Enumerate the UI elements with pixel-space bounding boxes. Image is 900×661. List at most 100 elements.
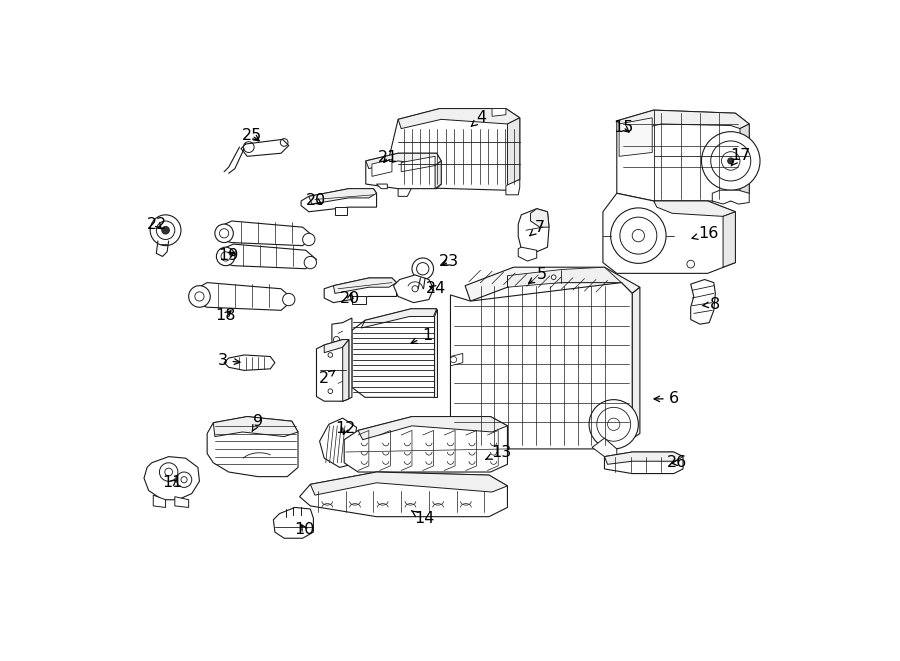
Text: 20: 20 <box>340 292 361 306</box>
Circle shape <box>328 389 333 393</box>
Polygon shape <box>213 416 298 437</box>
Polygon shape <box>175 496 189 508</box>
Polygon shape <box>518 209 549 252</box>
Circle shape <box>165 468 173 476</box>
Circle shape <box>220 229 229 238</box>
Text: 17: 17 <box>730 148 751 166</box>
Polygon shape <box>608 288 640 449</box>
Polygon shape <box>384 108 520 190</box>
Polygon shape <box>365 153 441 188</box>
Text: 5: 5 <box>528 266 547 284</box>
Circle shape <box>304 256 317 269</box>
Polygon shape <box>508 118 520 186</box>
Text: 19: 19 <box>218 248 238 263</box>
Text: 4: 4 <box>472 110 486 126</box>
Polygon shape <box>343 340 349 401</box>
Text: 26: 26 <box>667 455 687 470</box>
Polygon shape <box>530 209 549 227</box>
Text: 9: 9 <box>252 414 263 432</box>
Circle shape <box>597 407 631 442</box>
Polygon shape <box>518 247 536 261</box>
Circle shape <box>302 233 315 246</box>
Text: 8: 8 <box>703 297 720 311</box>
Circle shape <box>412 258 434 280</box>
Circle shape <box>701 132 760 190</box>
Polygon shape <box>723 212 735 267</box>
Circle shape <box>722 152 740 170</box>
Polygon shape <box>492 108 506 116</box>
Polygon shape <box>332 318 352 401</box>
Circle shape <box>176 472 192 487</box>
Polygon shape <box>434 309 436 397</box>
Polygon shape <box>194 283 293 310</box>
Circle shape <box>150 215 181 246</box>
Polygon shape <box>335 207 347 215</box>
Text: 11: 11 <box>162 475 183 490</box>
Circle shape <box>215 224 233 243</box>
Polygon shape <box>300 472 508 517</box>
Circle shape <box>216 247 235 266</box>
Text: 23: 23 <box>439 254 459 269</box>
Circle shape <box>333 336 339 342</box>
Circle shape <box>728 158 733 164</box>
Text: 6: 6 <box>654 391 679 407</box>
Polygon shape <box>361 309 436 328</box>
Circle shape <box>620 217 657 254</box>
Polygon shape <box>309 188 376 204</box>
Circle shape <box>221 252 230 261</box>
Polygon shape <box>153 495 166 508</box>
Polygon shape <box>740 124 749 198</box>
Polygon shape <box>508 267 621 288</box>
Polygon shape <box>372 159 392 176</box>
Polygon shape <box>320 418 356 467</box>
Polygon shape <box>344 416 508 472</box>
Circle shape <box>333 383 339 389</box>
Polygon shape <box>207 416 298 477</box>
Circle shape <box>632 229 644 242</box>
Circle shape <box>280 139 288 146</box>
Polygon shape <box>352 309 436 397</box>
Circle shape <box>451 356 456 363</box>
Circle shape <box>159 463 178 481</box>
Polygon shape <box>603 193 735 274</box>
Circle shape <box>181 477 187 483</box>
Polygon shape <box>616 110 749 201</box>
Circle shape <box>194 292 204 301</box>
Polygon shape <box>451 283 632 449</box>
Polygon shape <box>592 438 617 457</box>
Circle shape <box>162 226 169 234</box>
Text: 22: 22 <box>147 217 167 231</box>
Circle shape <box>608 418 620 430</box>
Polygon shape <box>302 188 376 212</box>
Text: 3: 3 <box>218 353 240 368</box>
Text: 2: 2 <box>320 370 335 385</box>
Polygon shape <box>605 452 683 464</box>
Polygon shape <box>401 156 435 172</box>
Circle shape <box>590 400 638 449</box>
Polygon shape <box>274 508 313 538</box>
Polygon shape <box>352 297 365 304</box>
Polygon shape <box>358 416 508 440</box>
Circle shape <box>552 275 556 280</box>
Text: 21: 21 <box>378 149 399 165</box>
Text: 24: 24 <box>426 282 446 296</box>
Polygon shape <box>616 110 749 132</box>
Polygon shape <box>376 184 387 188</box>
Circle shape <box>417 288 426 297</box>
Text: 20: 20 <box>306 194 327 208</box>
Circle shape <box>189 286 211 307</box>
Polygon shape <box>224 355 274 370</box>
Polygon shape <box>317 340 349 401</box>
Polygon shape <box>144 457 200 500</box>
Polygon shape <box>452 438 482 457</box>
Circle shape <box>610 208 666 263</box>
Polygon shape <box>218 221 313 246</box>
Polygon shape <box>393 275 434 303</box>
Circle shape <box>157 221 175 239</box>
Text: 12: 12 <box>336 420 356 436</box>
Text: 18: 18 <box>215 308 236 323</box>
Text: 15: 15 <box>613 120 633 135</box>
Text: 13: 13 <box>486 444 511 459</box>
Polygon shape <box>435 161 441 188</box>
Polygon shape <box>619 118 652 156</box>
